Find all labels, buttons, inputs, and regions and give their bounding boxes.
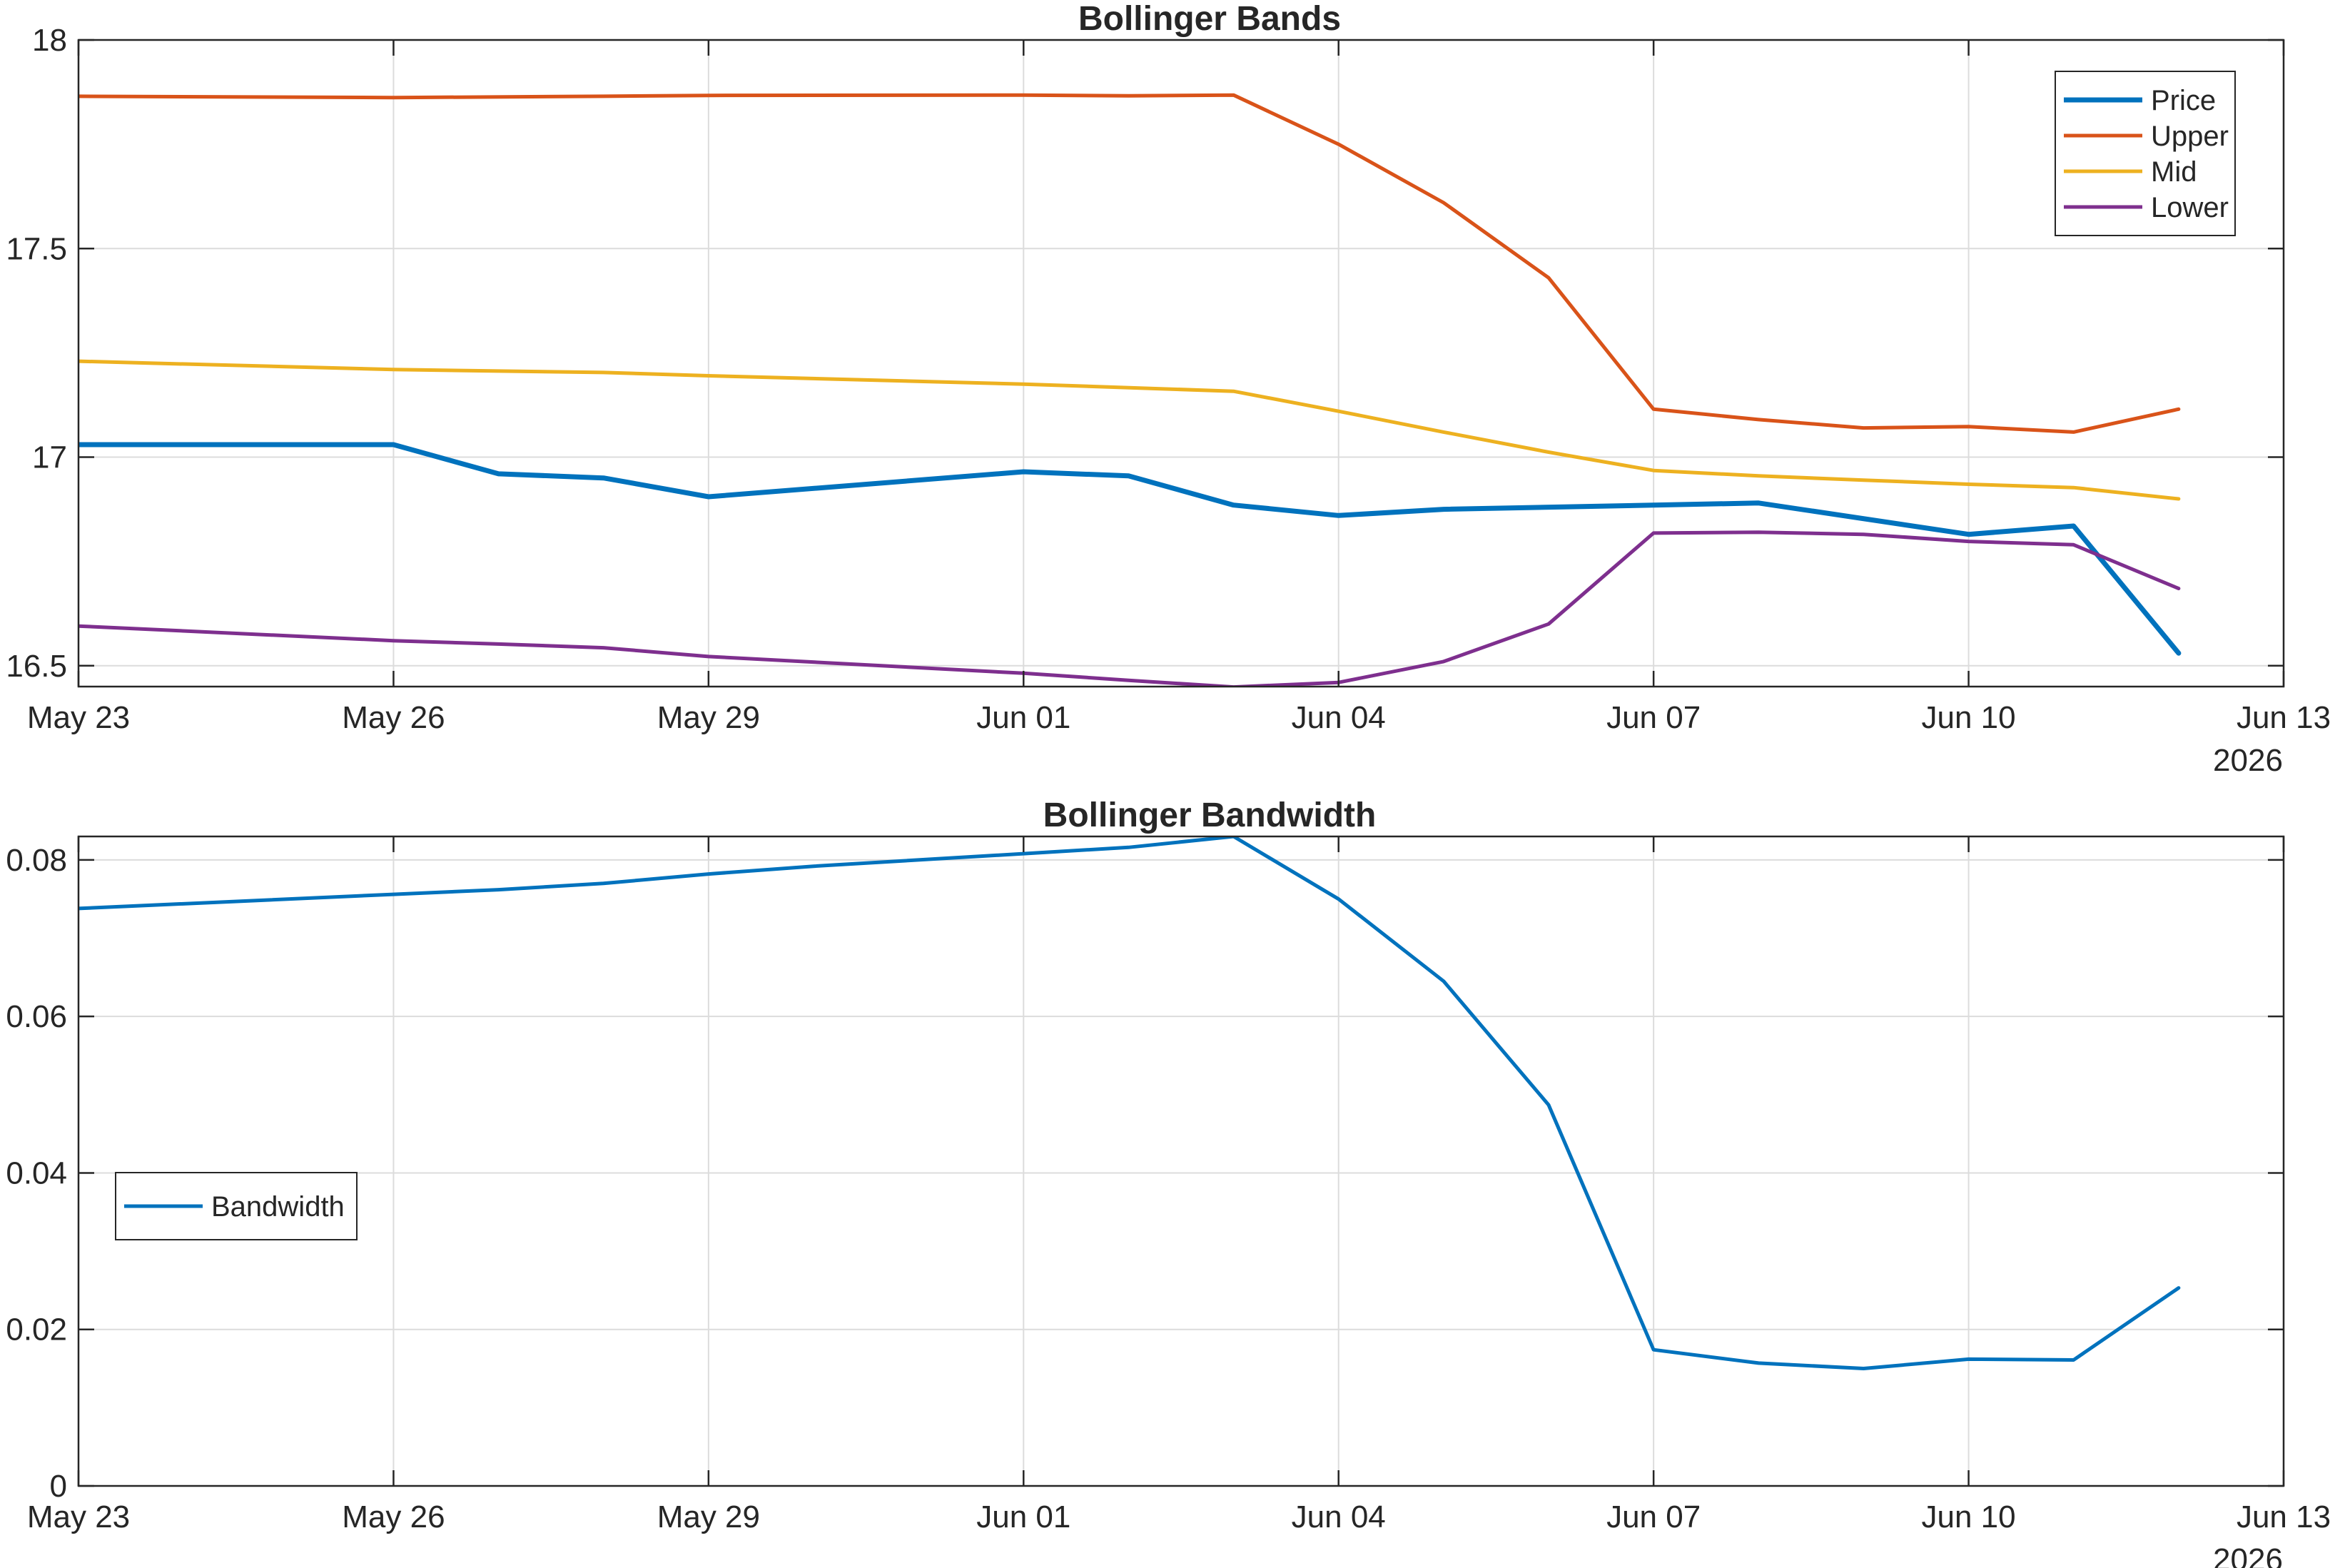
x-tick-label: Jun 01 bbox=[976, 1499, 1070, 1534]
plot-frame bbox=[77, 835, 2285, 1487]
legend-label: Mid bbox=[2151, 156, 2197, 188]
x-tick-label: May 29 bbox=[657, 700, 760, 735]
x-tick-label: Jun 10 bbox=[1922, 1499, 2016, 1534]
x-tick-label: May 26 bbox=[342, 1499, 445, 1534]
series-line-price bbox=[78, 442, 2182, 656]
y-tick-label: 0 bbox=[50, 1469, 67, 1504]
series-line-bandwidth bbox=[78, 836, 2181, 1370]
x-tick-label: May 23 bbox=[27, 1499, 130, 1534]
series-line-upper bbox=[78, 93, 2181, 434]
legend-label: Lower bbox=[2151, 192, 2229, 223]
chart-0: May 23 May 26 May 29 Jun 01 Jun 04 Jun 07 Jun … bbox=[6, 0, 2331, 778]
x-tick-label: Jun 01 bbox=[976, 700, 1070, 735]
legend: Price Upper Mid Lower bbox=[2055, 71, 2236, 236]
x-tick-label: May 26 bbox=[342, 700, 445, 735]
y-tick-label: 16.5 bbox=[6, 649, 67, 684]
legend-label: Upper bbox=[2151, 121, 2229, 152]
x-tick-label: Jun 13 bbox=[2237, 1499, 2331, 1534]
x-tick-label: Jun 10 bbox=[1922, 700, 2016, 735]
chart-title: Bollinger Bandwidth bbox=[1043, 796, 1377, 834]
y-tick-label: 0.02 bbox=[6, 1312, 67, 1347]
plot-frame bbox=[77, 39, 2285, 688]
x-tick-label: May 29 bbox=[657, 1499, 760, 1534]
y-tick-label: 17 bbox=[32, 440, 67, 475]
y-tick-label: 0.06 bbox=[6, 999, 67, 1034]
chart-1: May 23 May 26 May 29 Jun 01 Jun 04 Jun 07 Jun … bbox=[6, 796, 2331, 1568]
chart-title: Bollinger Bands bbox=[1078, 0, 1341, 38]
x-tick-label: Jun 13 bbox=[2237, 700, 2331, 735]
x-tick-label: Jun 04 bbox=[1292, 1499, 1386, 1534]
x-tick-label: May 23 bbox=[27, 700, 130, 735]
x-year-label: 2026 bbox=[2213, 743, 2283, 778]
x-tick-label: Jun 04 bbox=[1292, 700, 1386, 735]
y-tick-label: 18 bbox=[32, 23, 67, 58]
y-tick-label: 0.04 bbox=[6, 1155, 67, 1190]
x-year-label: 2026 bbox=[2213, 1542, 2283, 1568]
y-tick-label: 17.5 bbox=[6, 231, 67, 266]
legend-label: Bandwidth bbox=[211, 1191, 345, 1223]
series-line-mid bbox=[78, 359, 2181, 501]
y-tick-label: 0.08 bbox=[6, 843, 67, 878]
legend-label: Price bbox=[2151, 85, 2216, 116]
legend: Bandwidth bbox=[115, 1172, 358, 1240]
x-tick-label: Jun 07 bbox=[1606, 1499, 1701, 1534]
x-tick-label: Jun 07 bbox=[1606, 700, 1701, 735]
